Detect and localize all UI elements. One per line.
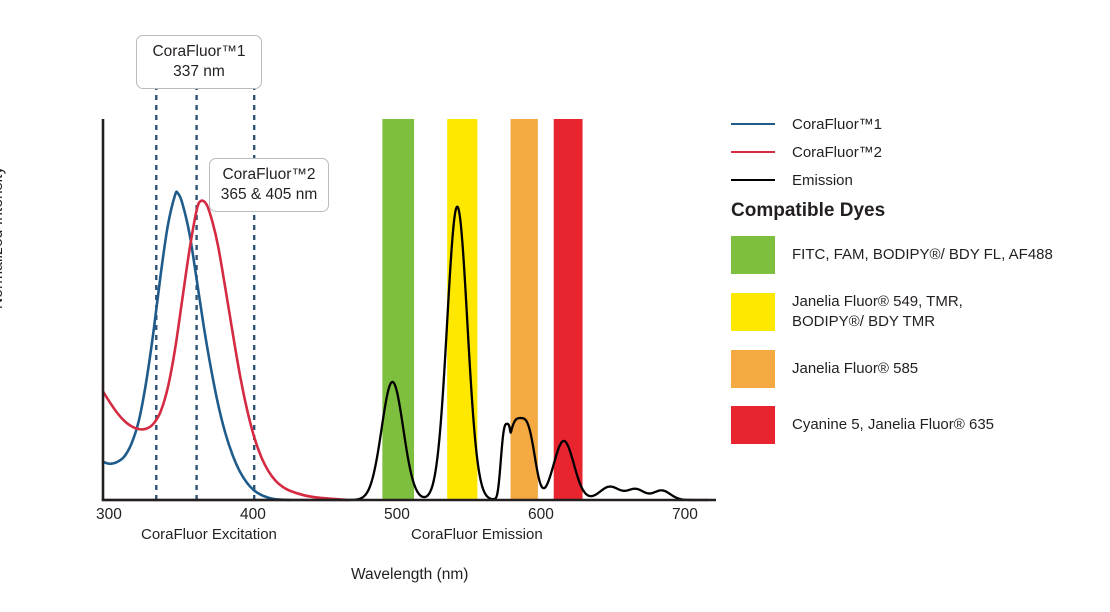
callout-corafluor2: CoraFluor™2 365 & 405 nm [209, 158, 329, 213]
excitation-curve [101, 199, 350, 502]
emission-band [382, 119, 415, 500]
y-axis-title: Normalized Intensity [0, 166, 6, 309]
legend-line-swatch [731, 123, 775, 125]
compatible-dyes-title: Compatible Dyes [731, 200, 886, 221]
legend-line-swatch [731, 151, 775, 153]
callout-corafluor2-value: 365 & 405 nm [220, 185, 318, 203]
xtick-label-700: 700 [672, 506, 698, 523]
dye-list-item: FITC, FAM, BODIPY®/ BDY FL, AF488 [731, 236, 1101, 274]
dye-item-label: Janelia Fluor® 585 [792, 359, 919, 377]
dye-color-swatch [731, 236, 775, 274]
callout-corafluor1-title: CoraFluor™1 [152, 43, 246, 60]
x-axis-title: Wavelength (nm) [351, 566, 469, 583]
xtick-label-400: 400 [240, 506, 266, 523]
dye-color-swatch [731, 292, 775, 331]
xtick-label-500: 500 [384, 506, 410, 523]
dye-list-item: Janelia Fluor® 585 [731, 349, 1101, 388]
legend-item: CoraFluor™1 [731, 110, 1091, 138]
emission-region-label: CoraFluor Emission [411, 526, 543, 543]
xtick-label-600: 600 [528, 506, 554, 523]
callout-corafluor2-title: CoraFluor™2 [222, 166, 316, 183]
series-legend: CoraFluor™1 CoraFluor™2 Emission [731, 110, 1091, 194]
legend-item-label: Emission [792, 171, 853, 189]
excitation-curve [101, 190, 292, 502]
callout-corafluor1: CoraFluor™1 337 nm [136, 35, 262, 90]
legend-item-label: CoraFluor™1 [792, 115, 883, 133]
dye-item-label: Cyanine 5, Janelia Fluor® 635 [792, 415, 995, 433]
emission-band [553, 119, 583, 500]
emission-band [510, 119, 538, 500]
dye-item-label: Janelia Fluor® 549, TMR, BODIPY®/ BDY TMR [792, 293, 963, 330]
dye-item-label: FITC, FAM, BODIPY®/ BDY FL, AF488 [792, 246, 1053, 264]
dye-list-item: Janelia Fluor® 549, TMR, BODIPY®/ BDY TMR [731, 292, 1101, 332]
legend-item: Emission [731, 166, 1091, 194]
emission-band [447, 119, 478, 500]
xtick-label-300: 300 [96, 506, 122, 523]
legend-item: CoraFluor™2 [731, 138, 1091, 166]
legend-item-label: CoraFluor™2 [792, 143, 883, 161]
compatible-dyes-list: FITC, FAM, BODIPY®/ BDY FL, AF488 Janelia… [731, 236, 1101, 462]
legend-line-swatch [731, 179, 775, 181]
dye-color-swatch [731, 405, 775, 444]
dye-color-swatch [731, 349, 775, 388]
dye-list-item: Cyanine 5, Janelia Fluor® 635 [731, 405, 1101, 444]
excitation-region-label: CoraFluor Excitation [141, 526, 277, 543]
callout-corafluor1-value: 337 nm [173, 62, 225, 80]
